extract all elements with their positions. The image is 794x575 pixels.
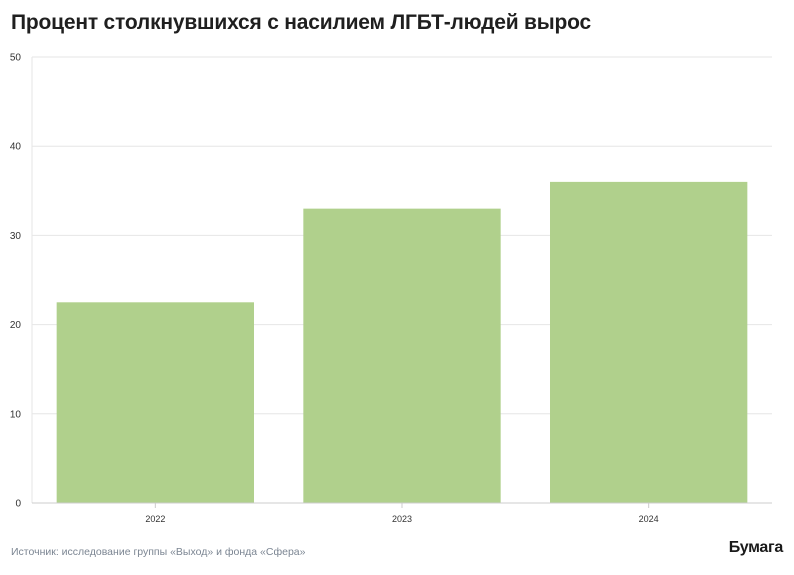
x-tick-label: 2024 bbox=[639, 514, 659, 524]
x-tick-label: 2022 bbox=[145, 514, 165, 524]
y-tick-label: 10 bbox=[10, 409, 22, 420]
y-tick-label: 40 bbox=[10, 142, 22, 153]
bar-2023 bbox=[303, 208, 501, 503]
y-tick-label: 20 bbox=[10, 320, 22, 331]
bar-2024 bbox=[550, 181, 748, 503]
axes: 0 10 20 30 40 50 2022 2023 2024 bbox=[10, 53, 772, 524]
source-note: Источник: исследование группы «Выход» и … bbox=[11, 546, 306, 558]
chart-title: Процент столкнувшихся с насилием ЛГБТ-лю… bbox=[11, 11, 591, 34]
y-tick-label: 50 bbox=[10, 53, 22, 64]
y-tick-label: 30 bbox=[10, 231, 22, 242]
x-tick-label: 2023 bbox=[392, 514, 412, 524]
brand-logo: Бумага bbox=[728, 539, 784, 556]
bar-2022 bbox=[56, 302, 254, 503]
y-tick-label: 0 bbox=[15, 499, 21, 510]
bars bbox=[56, 181, 748, 503]
